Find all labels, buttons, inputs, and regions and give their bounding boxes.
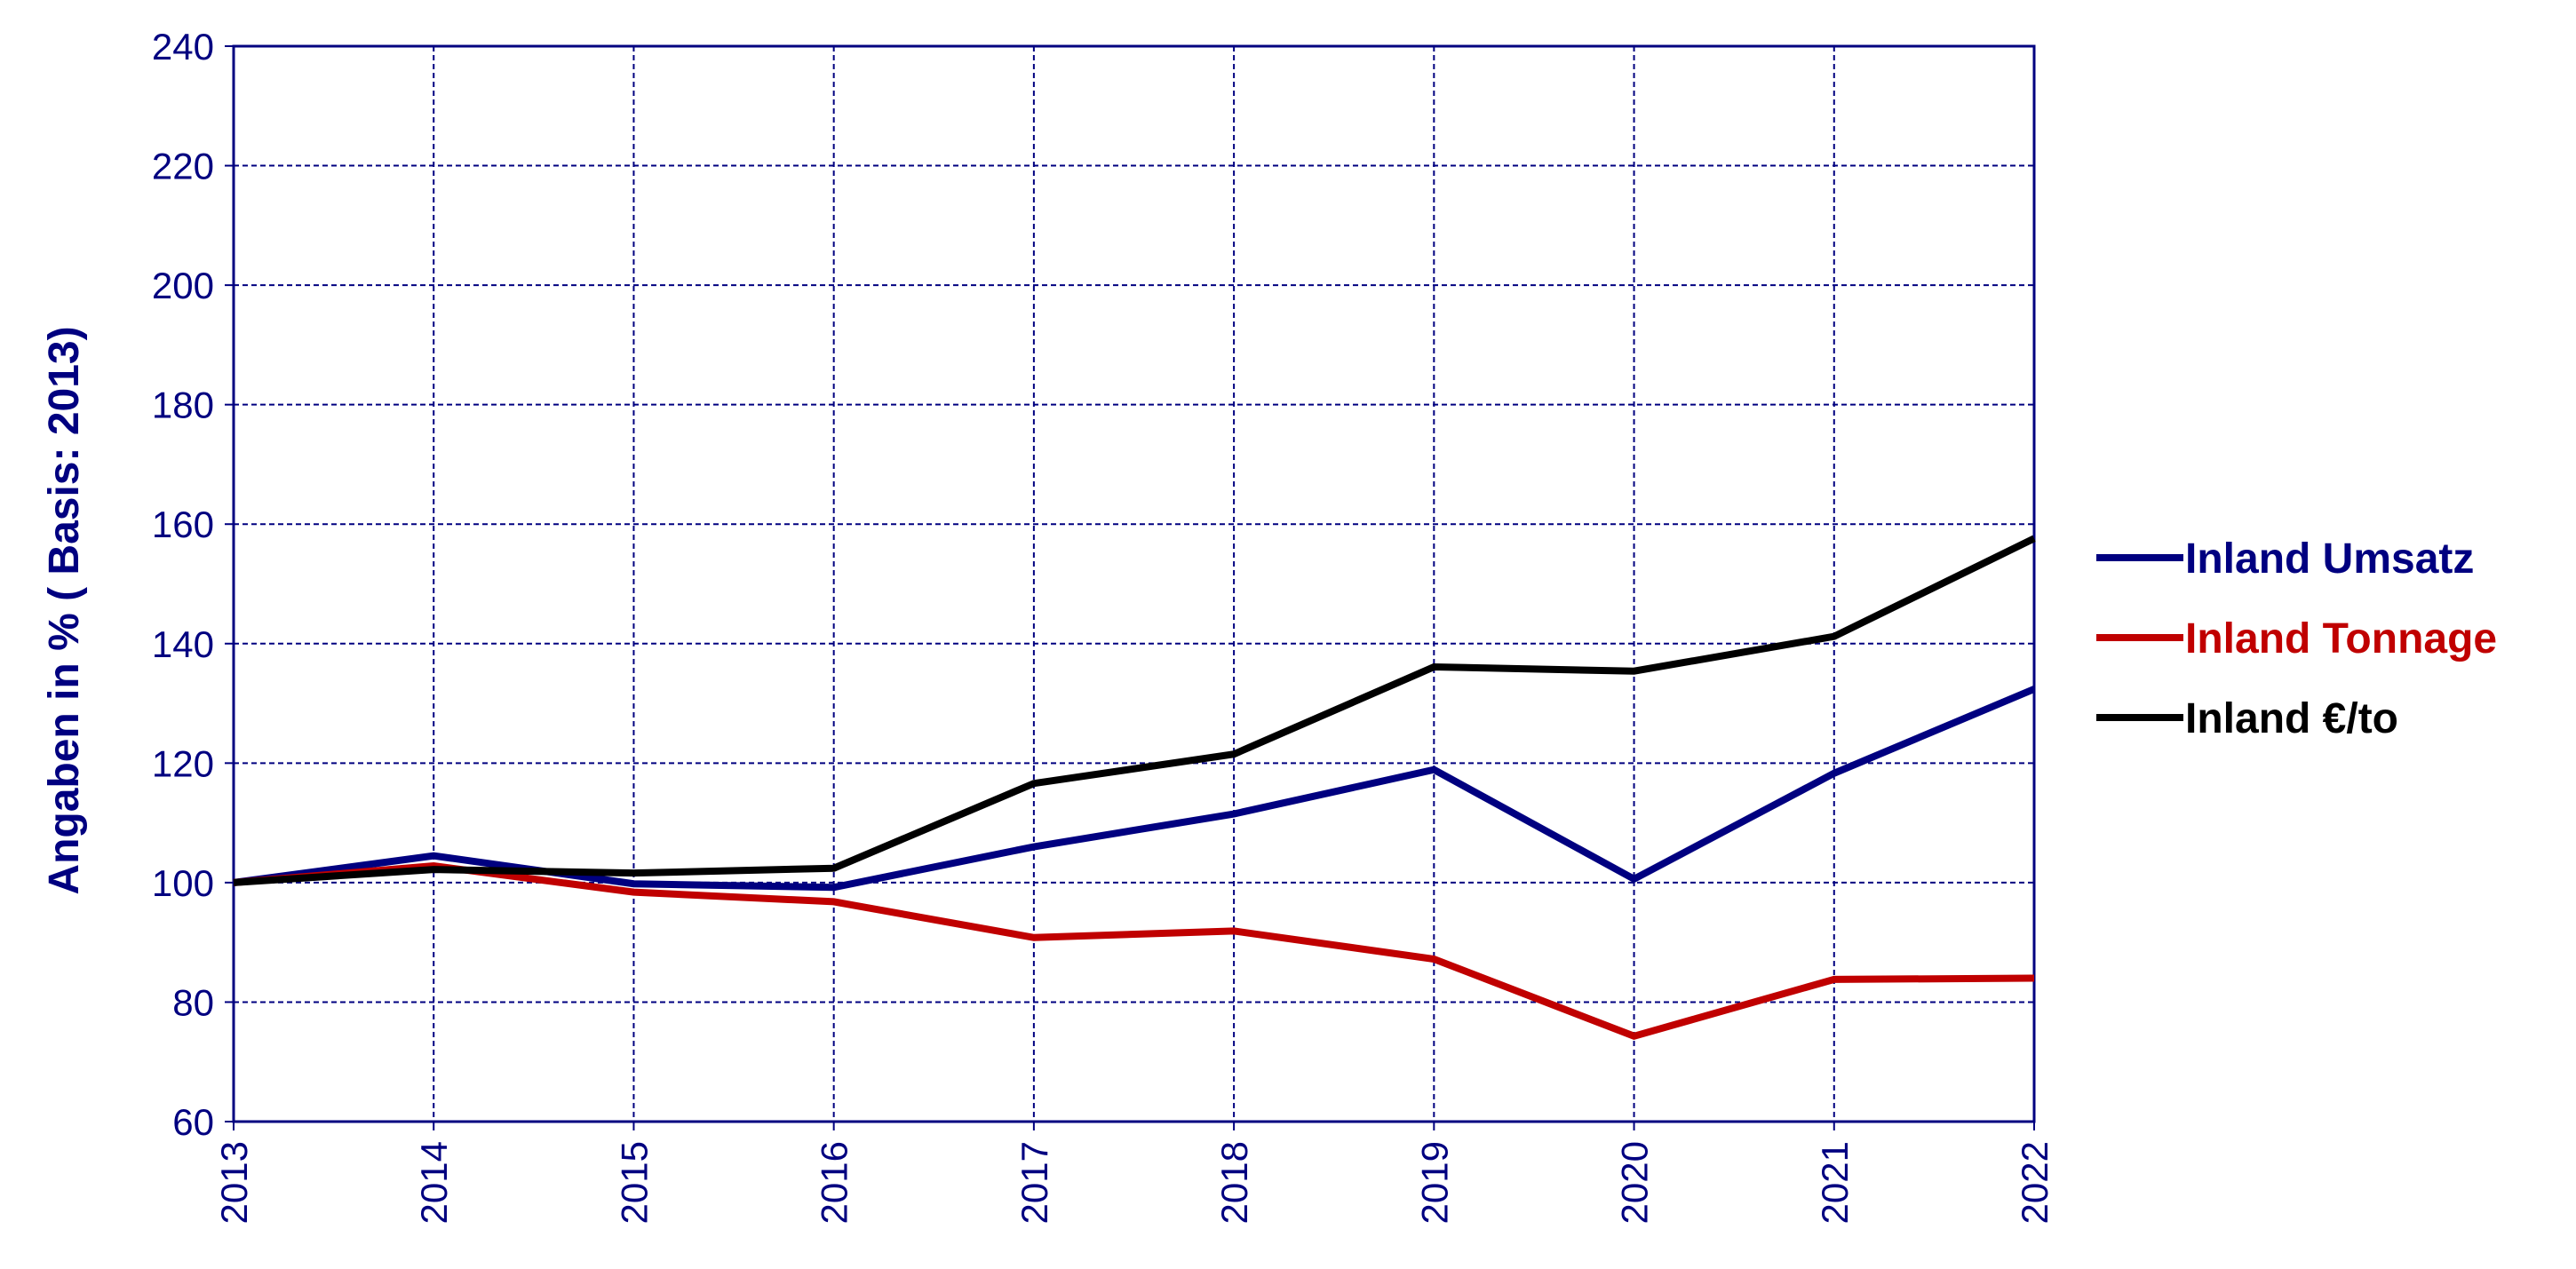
legend-label: Inland €/to xyxy=(2185,695,2398,742)
plot-frame xyxy=(232,44,2036,1123)
series-line-2 xyxy=(233,535,2036,886)
y-tick-labels: 60 80 100 120 140 160 180 200 220 240 xyxy=(152,26,214,1143)
y-tick-label: 140 xyxy=(152,623,214,665)
x-tick-label: 2013 xyxy=(213,1141,255,1224)
x-tick-label: 2015 xyxy=(613,1141,655,1224)
x-tick-labels: 2013 2014 2015 2016 2017 2018 2019 2020 2021 2022 xyxy=(213,1141,2055,1224)
y-tick-label: 60 xyxy=(172,1101,214,1143)
y-tick-label: 100 xyxy=(152,862,214,904)
legend-label: Inland Umsatz xyxy=(2185,535,2474,583)
grid xyxy=(234,46,2034,1122)
x-tick-label: 2017 xyxy=(1014,1141,1055,1224)
y-axis-title: Angaben in % ( Basis: 2013) xyxy=(41,326,88,894)
y-tick-label: 200 xyxy=(152,265,214,306)
y-tick-label: 120 xyxy=(152,742,214,784)
y-tick-label: 160 xyxy=(152,504,214,545)
x-tick-label: 2020 xyxy=(1614,1141,1656,1224)
x-tick-label: 2019 xyxy=(1413,1141,1455,1224)
series-lines xyxy=(233,535,2036,1041)
x-tick-label: 2016 xyxy=(814,1141,855,1224)
y-tick-label: 220 xyxy=(152,146,214,187)
y-tick-label: 240 xyxy=(152,26,214,67)
legend-label: Inland Tonnage xyxy=(2185,615,2497,662)
series-line-1 xyxy=(233,862,2035,1041)
axes xyxy=(225,44,2036,1130)
legend: Inland Umsatz Inland Tonnage Inland €/to xyxy=(2096,535,2497,742)
y-tick-label: 80 xyxy=(172,981,214,1023)
x-tick-label: 2014 xyxy=(413,1141,455,1224)
series-line-0 xyxy=(233,686,2036,892)
x-tick-label: 2022 xyxy=(2014,1141,2055,1224)
x-tick-label: 2021 xyxy=(1814,1141,1856,1224)
x-tick-label: 2018 xyxy=(1213,1141,1255,1224)
y-tick-label: 180 xyxy=(152,385,214,426)
